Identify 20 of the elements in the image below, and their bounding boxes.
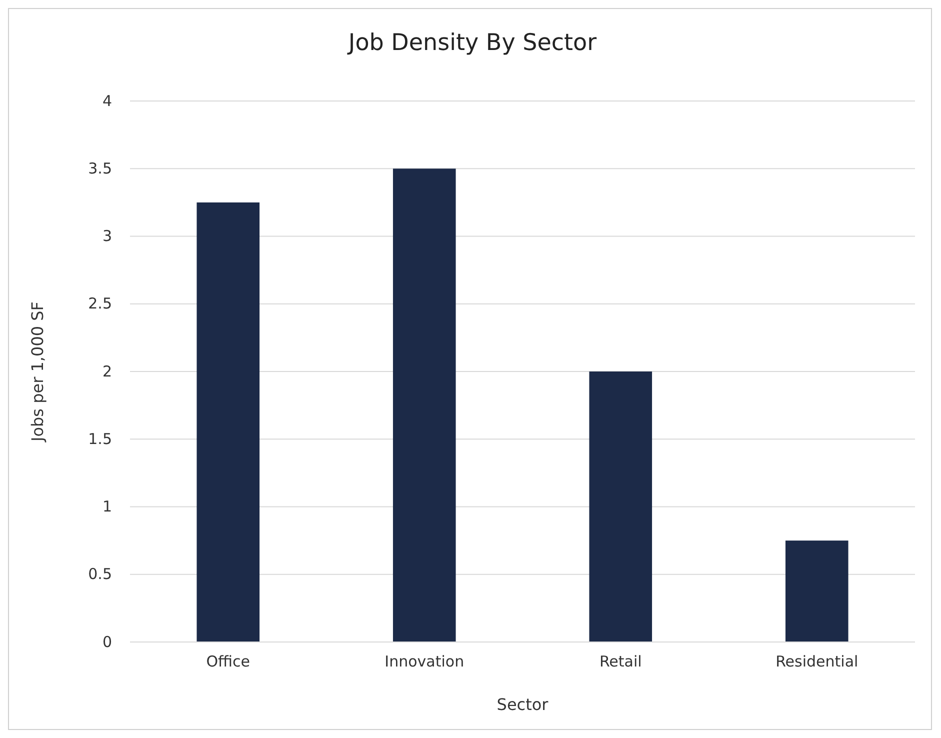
y-tick-label: 1 xyxy=(102,498,112,516)
y-axis-title: Jobs per 1,000 SF xyxy=(28,302,47,442)
x-axis-title: Sector xyxy=(496,695,549,714)
y-tick-label: 4 xyxy=(102,92,112,110)
y-tick-label: 2 xyxy=(102,362,112,380)
chart-title: Job Density By Sector xyxy=(346,30,598,56)
bar xyxy=(392,168,456,642)
y-tick-label: 2.5 xyxy=(88,294,112,313)
bar xyxy=(196,202,260,642)
bar xyxy=(785,540,848,642)
x-tick-label: Retail xyxy=(599,652,642,671)
y-tick-label: 1.5 xyxy=(88,430,112,448)
y-tick-label: 0 xyxy=(102,632,112,651)
y-tick-label: 3.5 xyxy=(88,159,112,178)
bar xyxy=(589,372,652,642)
y-tick-label: 0.5 xyxy=(88,565,112,584)
x-tick-label: Office xyxy=(206,652,250,671)
x-tick-label: Innovation xyxy=(384,652,464,671)
x-tick-label: Residential xyxy=(776,652,858,671)
y-tick-label: 3 xyxy=(102,227,112,246)
